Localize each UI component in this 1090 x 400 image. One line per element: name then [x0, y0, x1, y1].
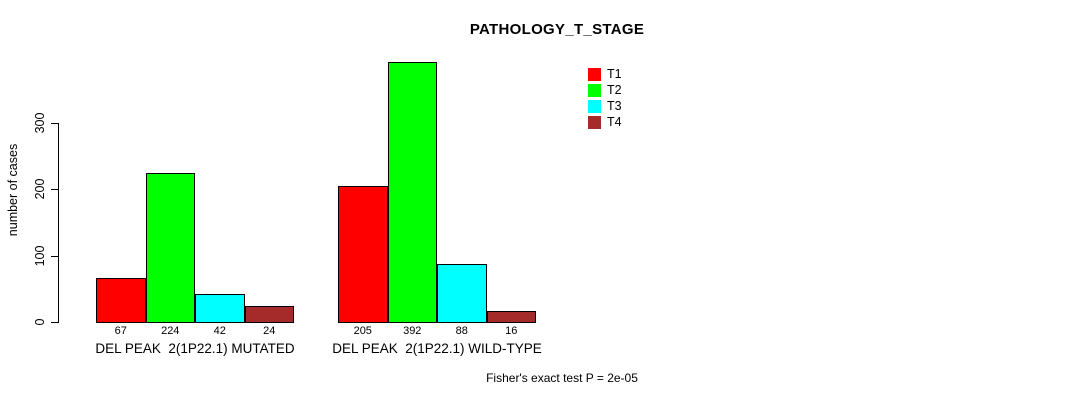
bar-t2-group1 — [145, 173, 195, 323]
y-tick-label: 200 — [33, 178, 47, 200]
bar-value-label: 392 — [403, 325, 422, 337]
y-tick — [51, 322, 58, 323]
legend-swatch-t4 — [588, 115, 601, 129]
legend-item-t1: T1 — [588, 66, 622, 82]
legend: T1 T2 T3 T4 — [588, 66, 622, 130]
bar-t1-group2 — [338, 186, 388, 323]
y-tick — [51, 123, 58, 124]
y-tick — [51, 255, 58, 257]
legend-label: T4 — [607, 115, 622, 129]
bar-t4-group2 — [486, 311, 536, 323]
bar-t2-group2 — [387, 62, 437, 323]
y-tick-label: 100 — [33, 245, 47, 267]
x-group-label: DEL PEAK 2(1P22.1) WILD-TYPE — [332, 341, 542, 356]
y-tick-label: 300 — [33, 112, 47, 134]
legend-item-t2: T2 — [588, 82, 622, 98]
legend-swatch-t3 — [588, 99, 601, 113]
bar-t3-group2 — [437, 264, 487, 323]
annotation-fisher-test: Fisher's exact test P = 2e-05 — [486, 371, 638, 385]
legend-label: T1 — [607, 67, 622, 81]
legend-item-t4: T4 — [588, 114, 622, 130]
y-axis-line — [58, 123, 59, 323]
legend-label: T2 — [607, 83, 622, 97]
bar-t4-group1 — [244, 306, 294, 323]
bar-value-label: 24 — [263, 325, 276, 337]
bar-value-label: 224 — [161, 325, 180, 337]
legend-swatch-t1 — [588, 67, 601, 81]
bar-t3-group1 — [195, 294, 245, 323]
legend-item-t3: T3 — [588, 98, 622, 114]
y-tick — [51, 189, 58, 191]
bar-value-label: 42 — [213, 325, 226, 337]
bar-value-label: 16 — [505, 325, 518, 337]
chart-title: PATHOLOGY_T_STAGE — [469, 21, 645, 38]
y-tick-label: 0 — [33, 318, 47, 326]
x-group-label: DEL PEAK 2(1P22.1) MUTATED — [95, 341, 295, 356]
bar-value-label: 67 — [114, 325, 127, 337]
bar-t1-group1 — [96, 278, 146, 323]
y-axis-label: number of cases — [6, 143, 20, 237]
bar-value-label: 205 — [353, 325, 372, 337]
legend-label: T3 — [607, 99, 622, 113]
bar-value-label: 88 — [455, 325, 468, 337]
legend-swatch-t2 — [588, 83, 601, 97]
